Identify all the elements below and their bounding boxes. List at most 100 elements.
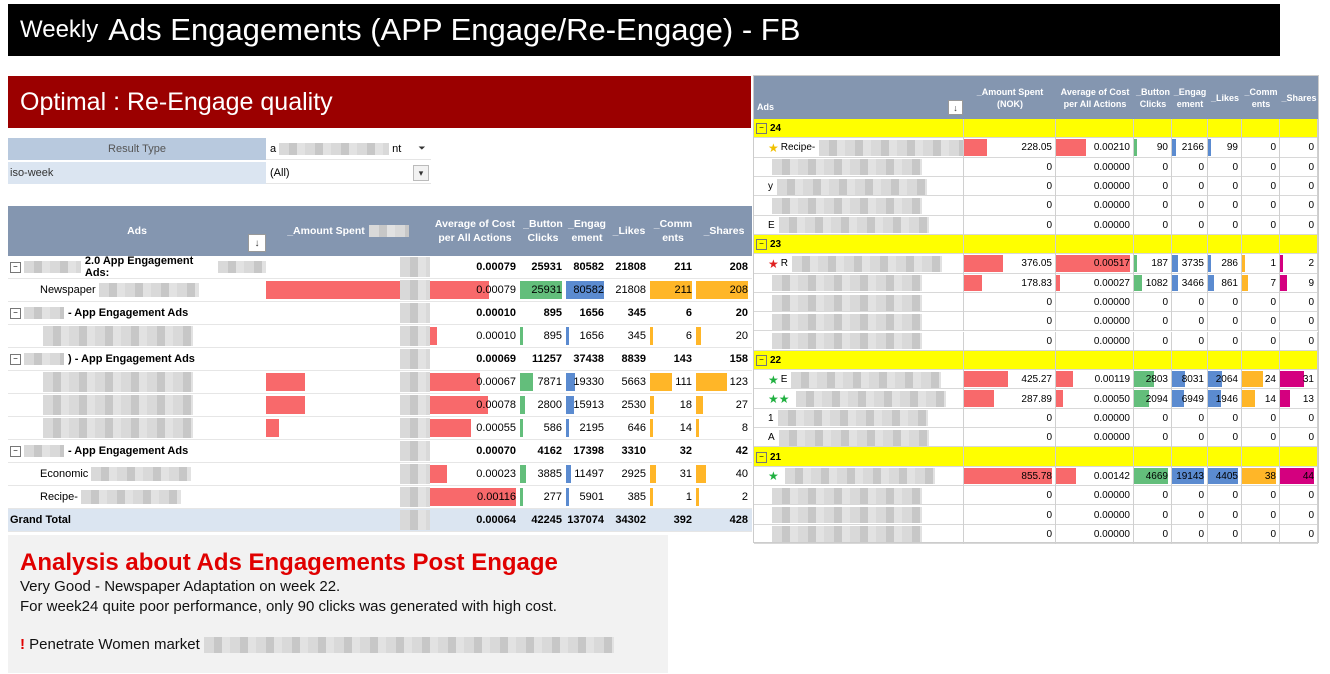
redacted-block [400, 280, 430, 300]
collapse-icon[interactable]: − [10, 307, 21, 319]
collapse-icon[interactable]: − [756, 123, 767, 135]
cell-cost: 0.00000 [1056, 505, 1134, 525]
cell-eng: 5901 [566, 486, 608, 508]
filter-value[interactable]: a nt ⏷ [266, 138, 431, 160]
cell-shares: 123 [696, 371, 752, 393]
redacted-block [43, 326, 193, 346]
cell-clicks: 0 [1134, 524, 1172, 544]
data-bar [964, 371, 1008, 388]
data-bar [1056, 255, 1130, 272]
row-label [8, 325, 266, 347]
right-weekly-table: Ads ↓ _Amount Spent (NOK) Average of Cos… [753, 75, 1319, 544]
row-label: Economic [8, 463, 266, 485]
table-row: 0 0.00000 0 0 0 0 0 [754, 157, 1318, 177]
analysis-line-3: ! Penetrate Women market [20, 635, 656, 655]
cell-shares: 2 [1280, 254, 1318, 274]
cell-clicks: 895 [520, 325, 566, 347]
header-clicks: _Button Clicks [523, 218, 563, 244]
redacted-block [400, 510, 430, 530]
row-label[interactable]: −24 [754, 119, 964, 139]
row-label[interactable]: − - App Engagement Ads [8, 302, 266, 324]
table-row: ★ 855.78 0.00142 4669 19143 4405 38 44 [754, 466, 1318, 487]
cell-cost: 0.00055 [430, 417, 520, 439]
data-bar [650, 373, 672, 391]
row-label [754, 331, 964, 351]
data-bar [650, 327, 653, 345]
left-table-body: −2.0 App Engagement Ads:370.000792593180… [8, 255, 752, 532]
redacted-block [772, 526, 922, 543]
cell-cost: 0.00116 [430, 486, 520, 508]
data-bar [1242, 467, 1276, 485]
cell-eng: 0 [1172, 524, 1208, 544]
cell-cost: 0.00000 [1056, 176, 1134, 197]
row-label[interactable]: − - App Engagement Ads [8, 440, 266, 462]
collapse-icon[interactable]: − [756, 239, 767, 251]
collapse-icon[interactable]: − [756, 354, 767, 366]
cell-shares: 8 [696, 417, 752, 439]
collapse-icon[interactable]: − [10, 353, 21, 365]
pivot-filters: Result Type a nt ⏷ iso-week (All) ▾ [8, 138, 752, 184]
cell-comm: 0 [1242, 505, 1280, 525]
header-amount: _Amount Spent [266, 206, 430, 256]
filter-value[interactable]: (All) ▾ [266, 162, 431, 184]
cell-clicks: 586 [520, 417, 566, 439]
row-label[interactable]: −23 [754, 234, 964, 255]
data-bar [696, 396, 703, 414]
redacted-block [772, 313, 922, 330]
cell-cost: 0.00078 [430, 394, 520, 416]
cell-amount [964, 447, 1056, 467]
sort-icon[interactable]: ↓ [948, 100, 963, 115]
cell-clicks: 25931 [531, 261, 562, 273]
analysis-line-2: For week24 quite poor performance, only … [20, 598, 557, 615]
cell-cost: 0.00000 [1056, 157, 1134, 177]
data-bar [696, 488, 699, 506]
cell-cost: 0.00142 [1056, 466, 1134, 487]
row-label [754, 273, 964, 293]
filter-label: Result Type [8, 138, 266, 160]
redacted-block [400, 395, 430, 415]
data-bar [650, 419, 653, 437]
cell-likes: 21808 [615, 284, 646, 296]
cell-cost: 0.00064 [476, 514, 516, 526]
collapse-icon[interactable]: − [10, 445, 21, 457]
data-bar [1280, 371, 1304, 388]
redacted-block [819, 139, 963, 156]
grand-total-row: Grand Total720.0006442245137074343023924… [8, 509, 752, 532]
row-label: Grand Total [10, 514, 71, 526]
data-bar [1056, 467, 1076, 485]
collapse-icon[interactable]: − [10, 261, 21, 273]
redacted-block [777, 178, 927, 195]
right-table-header: Ads ↓ _Amount Spent (NOK) Average of Cos… [754, 76, 1318, 119]
cell-likes: 0 [1208, 215, 1242, 235]
cell-likes: 21808 [615, 261, 646, 273]
dropdown-arrow-icon[interactable]: ▾ [413, 165, 429, 181]
cell-cost: 0.00027 [1056, 273, 1134, 293]
data-bar [1242, 255, 1245, 272]
slide-title: Weekly Ads Engagements (APP Engage/Re-En… [8, 4, 1280, 56]
cell-likes: 0 [1208, 486, 1242, 506]
table-row: 1 0 0.00000 0 0 0 0 0 [754, 408, 1318, 429]
filter-funnel-icon[interactable]: ⏷ [418, 142, 426, 153]
row-label [754, 524, 964, 544]
row-label[interactable]: −22 [754, 350, 964, 371]
cell-likes: 1946 [1208, 389, 1242, 409]
collapse-icon[interactable]: − [756, 451, 767, 463]
cell-cost: 0.00079 [430, 279, 520, 301]
table-row: ★ Recipe- 228.05 0.00210 90 2166 99 0 0 [754, 138, 1318, 158]
redacted-block [368, 225, 409, 237]
cell-shares: 44 [1280, 466, 1318, 487]
row-label[interactable]: −2.0 App Engagement Ads: [8, 255, 267, 279]
data-bar [1208, 139, 1211, 156]
cell-comm: 6 [685, 307, 692, 319]
cell-clicks: 42245 [531, 514, 562, 526]
redacted-block [795, 391, 946, 408]
row-label[interactable]: −21 [754, 447, 964, 467]
sort-icon[interactable]: ↓ [248, 234, 266, 252]
data-bar [266, 373, 305, 391]
cell-clicks: 277 [520, 486, 566, 508]
cell-eng: 8031 [1172, 370, 1208, 390]
row-label [754, 312, 964, 332]
row-label[interactable]: −) - App Engagement Ads [8, 348, 266, 370]
row-label: ★ Recipe- [754, 138, 964, 158]
